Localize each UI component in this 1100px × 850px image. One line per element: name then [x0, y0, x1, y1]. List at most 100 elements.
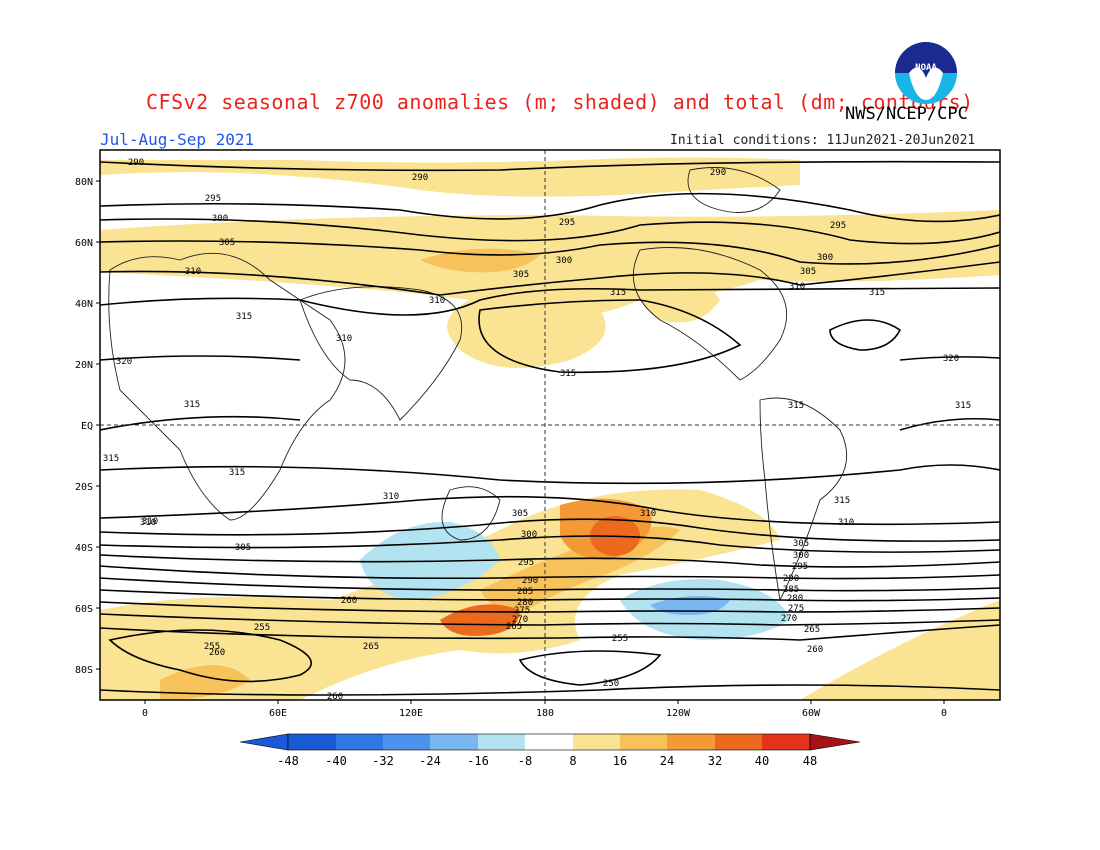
lat-label: 40S	[75, 543, 93, 554]
contour-label: 255	[204, 642, 220, 652]
colorbar-label: 40	[755, 754, 769, 768]
lon-label: 60W	[802, 708, 821, 719]
lat-label: 60S	[75, 604, 93, 615]
contour-label: 275	[788, 604, 804, 614]
colorbar-segment	[430, 734, 478, 750]
contour-label: 315	[610, 288, 626, 298]
contour-label: 285	[517, 587, 533, 597]
contour-label: 300	[212, 214, 228, 224]
lat-label: 60N	[75, 238, 93, 249]
svg-text:NOAA: NOAA	[915, 63, 937, 73]
contour-label: 260	[807, 645, 823, 655]
contour-label: 320	[116, 357, 132, 367]
contour-label: 315	[869, 288, 885, 298]
contour-label: 310	[640, 509, 656, 519]
contour-label: 290	[522, 576, 538, 586]
colorbar-arrow-left	[239, 733, 289, 751]
longitude-labels: 0 60E 120E 180 120W 60W 0	[142, 708, 947, 719]
colorbar-label: -16	[467, 754, 489, 768]
latitude-labels: 80N 60N 40N 20N EQ 20S 40S 60S 80S	[75, 177, 93, 676]
lon-label: 120W	[666, 708, 691, 719]
contour-label: 315	[560, 369, 576, 379]
colorbar-label: 48	[803, 754, 817, 768]
contour-label: 260	[341, 596, 357, 606]
contour-label: 315	[834, 496, 850, 506]
contour-label: 310	[185, 267, 201, 277]
colorbar-segment	[762, 734, 810, 750]
contour-label: 265	[506, 622, 522, 632]
colorbar-label: -32	[372, 754, 394, 768]
colorbar-label: 24	[660, 754, 674, 768]
colorbar-label: -40	[325, 754, 347, 768]
contour-label: 290	[710, 168, 726, 178]
contour-label: 285	[783, 585, 799, 595]
contour-label: 300	[556, 256, 572, 266]
colorbar-segment	[620, 734, 667, 750]
lat-label: EQ	[81, 421, 93, 432]
lat-label: 80S	[75, 665, 93, 676]
contour-label: 315	[184, 400, 200, 410]
contour-label: 290	[783, 574, 799, 584]
contour-label: 310	[336, 334, 352, 344]
contour-label: 310	[383, 492, 399, 502]
contour-label: 300	[793, 551, 809, 561]
colorbar-segment	[336, 734, 383, 750]
colorbar-label: -8	[518, 754, 532, 768]
contour-label: 300	[521, 530, 537, 540]
contour-label: 315	[788, 401, 804, 411]
colorbar-segment	[383, 734, 430, 750]
contour-label: 265	[804, 625, 820, 635]
chart-title: CFSv2 seasonal z700 anomalies (m; shaded…	[146, 90, 974, 114]
contour-label: 290	[128, 158, 144, 168]
lat-label: 80N	[75, 177, 93, 188]
colorbar-label: -24	[419, 754, 441, 768]
contour-label: 315	[103, 454, 119, 464]
contour-label: 310	[838, 518, 854, 528]
contour-label: 315	[229, 468, 245, 478]
lon-label: 120E	[399, 708, 423, 719]
contour-label: 270	[781, 614, 797, 624]
colorbar-segment	[478, 734, 525, 750]
contour-label: 255	[612, 634, 628, 644]
lon-label: 0	[142, 708, 148, 719]
contour-label: 300	[817, 253, 833, 263]
colorbar-label: 8	[569, 754, 576, 768]
coastlines	[108, 167, 848, 602]
contour-label: 315	[955, 401, 971, 411]
contour-label: 260	[209, 648, 225, 658]
colorbar-segment	[288, 734, 336, 750]
axis-ticks	[96, 180, 945, 704]
colorbar-labels: -48 -40 -32 -24 -16 -8 8 16 24 32 40 48	[277, 754, 817, 768]
contour-label: 255	[254, 623, 270, 633]
lat-label: 20S	[75, 482, 93, 493]
season-label: Jul-Aug-Sep 2021	[100, 130, 255, 149]
contour-label: 305	[793, 539, 809, 549]
contour-label: 305	[219, 238, 235, 248]
contour-label: 305	[235, 543, 251, 553]
noaa-logo: NOAA	[895, 42, 957, 104]
contour-label: 295	[792, 562, 808, 572]
agency-label: NWS/NCEP/CPC	[845, 104, 968, 124]
height-contours	[100, 160, 1000, 696]
contour-label: 295	[205, 194, 221, 204]
contour-label: 290	[412, 173, 428, 183]
lon-label: 0	[941, 708, 947, 719]
colorbar-segment	[667, 734, 715, 750]
contour-label: 295	[559, 218, 575, 228]
contour-label: 295	[518, 558, 534, 568]
contour-label: 280	[787, 594, 803, 604]
contour-label: 305	[513, 270, 529, 280]
contour-label: 275	[514, 606, 530, 616]
lon-label: 180	[536, 708, 554, 719]
colorbar-segment	[573, 734, 620, 750]
contour-label: 260	[327, 692, 343, 702]
colorbar-arrow-right	[809, 733, 861, 751]
colorbar-label: -48	[277, 754, 299, 768]
contour-label: 315	[236, 312, 252, 322]
contour-label: 305	[800, 267, 816, 277]
contour-label: 295	[830, 221, 846, 231]
contour-label: 305	[512, 509, 528, 519]
contour-label: 265	[363, 642, 379, 652]
contour-label: 280	[517, 598, 533, 608]
